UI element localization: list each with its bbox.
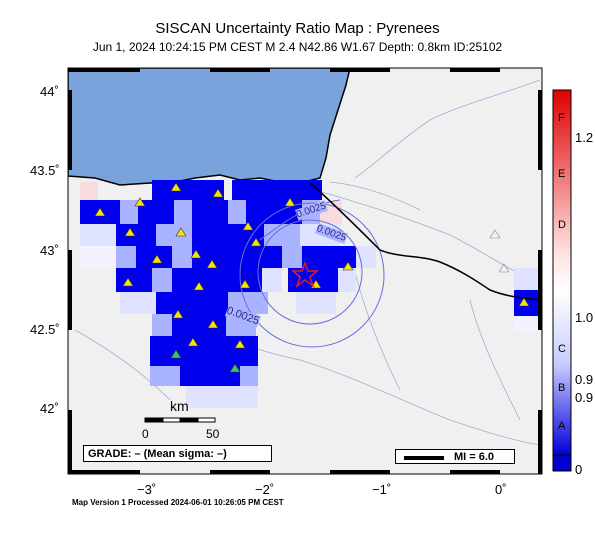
y-tick-43-5: 43.5˚ [30, 163, 60, 178]
cbar-val-0: 0 [575, 462, 583, 477]
uncertainty-grid [80, 180, 540, 408]
x-tick-m2: −2˚ [255, 482, 275, 497]
event-info: Jun 1, 2024 10:24:15 PM CEST M 2.4 N42.8… [92, 40, 503, 54]
stations [94, 182, 530, 373]
x-tick-0: 0˚ [495, 482, 507, 497]
colorbar [552, 89, 572, 456]
x-tick-m1: −1˚ [372, 482, 392, 497]
mi-label: MI = 6.0 [454, 451, 495, 463]
y-tick-44: 44˚ [40, 84, 59, 99]
cbar-val-0-9b: 0.9 [575, 390, 594, 405]
scale-title: km [170, 398, 189, 414]
cbar-letter-a: A [558, 420, 566, 432]
sea [68, 68, 351, 186]
mi-line-swatch [404, 456, 444, 460]
cbar-val-1-0: 1.0 [575, 310, 594, 325]
y-tick-43: 43˚ [40, 243, 59, 258]
y-tick-42: 42˚ [40, 401, 59, 416]
map-title: SISCAN Uncertainty Ratio Map : Pyrenees [155, 20, 440, 37]
cbar-letter-e: E [558, 168, 566, 180]
cbar-val-0-9a: 0.9 [575, 372, 594, 387]
cbar-val-1-2: 1.2 [575, 130, 594, 145]
map-area [68, 68, 542, 474]
scale-max: 50 [206, 427, 220, 441]
cbar-letter-b: B [558, 382, 566, 394]
mi-legend: MI = 6.0 [395, 449, 515, 464]
y-tick-42-5: 42.5˚ [30, 322, 60, 337]
grade-label: GRADE: – (Mean sigma: –) [83, 445, 272, 462]
border [309, 182, 541, 301]
cbar-letter-c: C [558, 343, 566, 355]
scale-min: 0 [142, 427, 149, 441]
epicenter-star [290, 260, 320, 289]
x-tick-m3: −3˚ [137, 482, 157, 497]
cbar-letter-d: D [558, 219, 566, 231]
scale-bar [144, 417, 216, 423]
map-footer: Map Version 1 Processed 2024-06-01 10:26… [72, 498, 284, 507]
colorbar-base [552, 454, 572, 472]
cbar-letter-f: F [558, 112, 565, 124]
frame-ticks [68, 68, 542, 474]
